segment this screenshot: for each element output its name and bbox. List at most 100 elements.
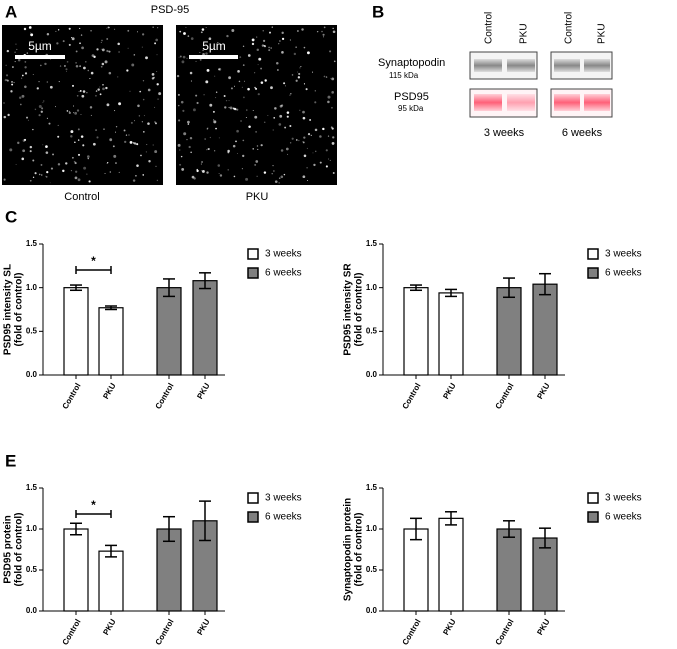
speckle <box>199 58 202 61</box>
speckle <box>17 141 20 145</box>
bar <box>98 307 124 376</box>
speckle <box>305 88 308 91</box>
speckle <box>299 67 301 69</box>
speckle <box>245 116 247 118</box>
speckle <box>58 81 60 83</box>
speckle <box>86 92 88 94</box>
error-bar <box>503 520 515 538</box>
speckle <box>263 44 265 47</box>
speckle <box>203 94 205 96</box>
significance-bracket <box>75 510 112 518</box>
speckle <box>260 81 264 84</box>
speckle <box>29 32 31 34</box>
speckle <box>133 54 136 56</box>
bar <box>63 528 89 612</box>
speckle <box>101 62 105 66</box>
speckle <box>102 87 105 91</box>
speckle <box>191 175 195 179</box>
error-bar <box>445 288 457 298</box>
speckle <box>314 128 318 132</box>
x-tick-label: PKU <box>195 381 211 400</box>
speckle <box>76 94 79 97</box>
speckle <box>223 95 226 98</box>
lane-label: Control <box>484 12 495 44</box>
speckle <box>313 163 316 167</box>
speckle <box>18 96 22 99</box>
speckle <box>306 167 308 169</box>
speckle <box>65 68 68 71</box>
speckle <box>118 102 122 106</box>
bar <box>192 280 218 376</box>
speckle <box>178 104 180 107</box>
speckle <box>190 37 194 40</box>
speckle <box>40 164 43 166</box>
image-label: Control <box>64 191 99 203</box>
x-tick-label: Control <box>401 618 423 647</box>
speckle <box>29 145 33 149</box>
speckle <box>87 69 90 72</box>
speckle <box>11 83 14 86</box>
speckle <box>89 77 91 80</box>
speckle <box>44 62 47 66</box>
speckle <box>154 121 156 123</box>
speckle <box>260 144 263 147</box>
speckle <box>147 122 150 125</box>
speckle <box>158 92 162 96</box>
speckle <box>279 104 283 108</box>
speckle <box>281 37 285 41</box>
speckle <box>100 48 102 50</box>
speckle <box>16 48 18 51</box>
speckle <box>298 72 301 76</box>
speckle <box>199 51 201 54</box>
speckle <box>62 169 65 173</box>
legend-swatch <box>247 248 259 260</box>
speckle <box>14 61 16 63</box>
bar <box>532 283 558 376</box>
speckle <box>68 111 71 114</box>
speckle <box>105 86 108 90</box>
speckle <box>152 144 154 146</box>
speckle <box>114 110 116 112</box>
speckle <box>213 120 217 124</box>
speckle <box>182 109 185 112</box>
speckle <box>142 80 145 82</box>
speckle <box>100 42 102 44</box>
speckle <box>290 93 292 95</box>
speckle <box>76 109 80 112</box>
speckle <box>262 39 266 42</box>
speckle <box>143 131 145 133</box>
y-axis-label: PSD95 intensity SL <box>3 264 14 355</box>
speckle <box>24 85 27 89</box>
speckle <box>312 71 314 73</box>
bar <box>438 292 464 376</box>
y-tick-label: 0.5 <box>366 326 378 335</box>
speckle <box>73 105 75 107</box>
x-tick-label: PKU <box>101 617 117 636</box>
speckle <box>302 141 305 144</box>
speckle <box>321 30 323 33</box>
speckle <box>24 72 28 75</box>
speckle <box>14 51 16 53</box>
speckle <box>217 41 219 43</box>
speckle <box>283 173 286 176</box>
speckle <box>80 135 84 138</box>
speckle <box>248 125 251 129</box>
speckle <box>64 65 66 67</box>
speckle <box>82 90 86 93</box>
speckle <box>59 65 62 67</box>
speckle <box>237 70 240 73</box>
speckle <box>42 144 44 146</box>
speckle <box>87 157 89 160</box>
speckle <box>219 174 223 177</box>
speckle <box>142 98 145 101</box>
speckle <box>256 175 258 177</box>
speckle <box>128 134 130 136</box>
speckle <box>232 144 236 148</box>
y-tick-label: 1.0 <box>366 283 378 292</box>
speckle <box>24 66 27 69</box>
speckle <box>4 78 7 82</box>
y-tick-label: 0.5 <box>26 326 38 335</box>
speckle <box>280 175 284 179</box>
speckle <box>268 46 270 49</box>
speckle <box>100 65 103 68</box>
